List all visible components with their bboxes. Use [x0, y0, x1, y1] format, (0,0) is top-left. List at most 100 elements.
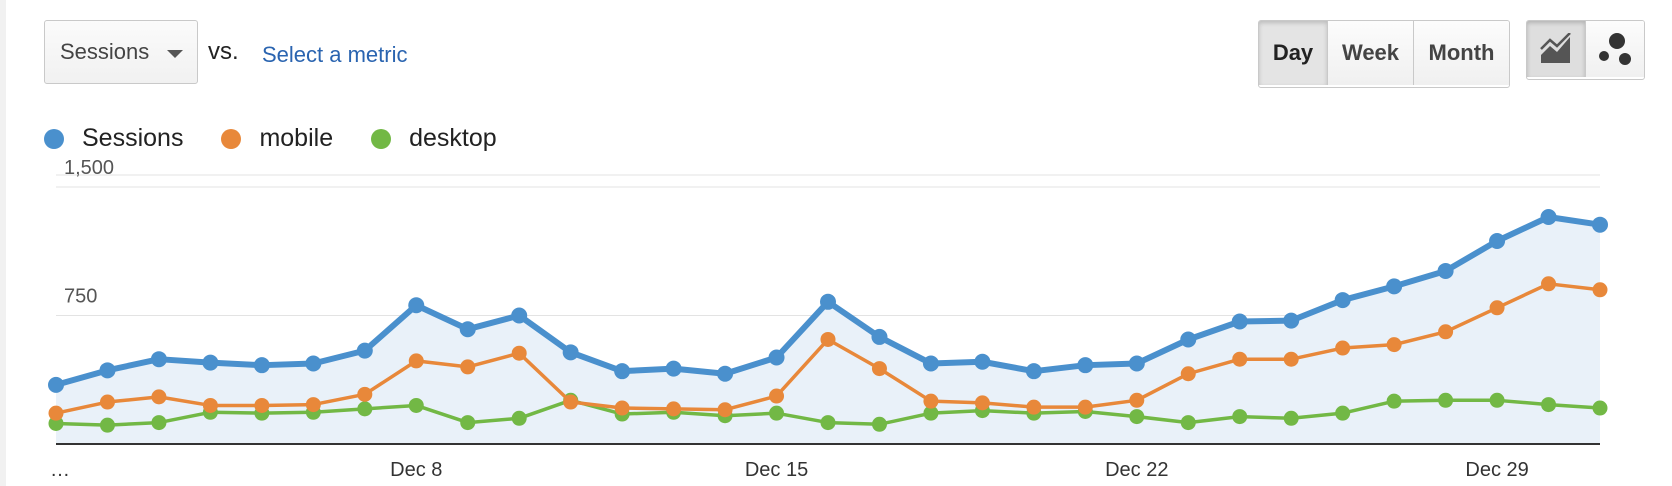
data-point-desktop	[820, 415, 836, 431]
data-point-mobile	[1386, 337, 1402, 353]
data-point-sessions	[408, 297, 425, 314]
data-point-sessions	[48, 376, 64, 393]
data-point-sessions	[1334, 292, 1351, 309]
data-point-mobile	[202, 397, 218, 413]
x-tick-label: …	[50, 459, 70, 481]
chart-view-toggle-group	[1526, 20, 1645, 80]
data-point-sessions	[1283, 312, 1300, 329]
chevron-down-icon	[167, 50, 183, 58]
data-point-sessions	[1231, 313, 1248, 330]
panel-left-border	[0, 0, 6, 486]
legend-mobile-dot	[221, 128, 242, 149]
data-point-desktop	[511, 410, 527, 426]
data-point-sessions	[305, 355, 322, 372]
data-point-sessions	[614, 363, 631, 380]
data-point-sessions	[871, 328, 888, 345]
data-point-sessions	[1489, 232, 1506, 249]
data-point-mobile	[871, 361, 887, 377]
data-point-sessions	[665, 360, 682, 377]
data-point-sessions	[1540, 208, 1557, 225]
data-point-mobile	[563, 394, 579, 410]
data-point-desktop	[1335, 405, 1351, 421]
data-point-mobile	[769, 388, 785, 404]
data-point-desktop	[357, 401, 373, 417]
vs-label: vs.	[208, 38, 239, 65]
data-point-mobile	[923, 393, 939, 409]
data-point-sessions	[1128, 355, 1145, 372]
select-metric-link[interactable]: Select a metric	[262, 42, 408, 67]
data-point-sessions	[511, 307, 528, 324]
data-point-sessions	[1437, 262, 1454, 279]
data-point-desktop	[923, 405, 939, 421]
data-point-mobile	[666, 401, 682, 417]
data-point-mobile	[1232, 351, 1248, 367]
data-point-mobile	[511, 345, 527, 361]
data-point-mobile	[1180, 366, 1196, 382]
data-point-mobile	[614, 400, 630, 416]
data-point-desktop	[1129, 409, 1145, 425]
data-point-sessions	[356, 342, 373, 359]
data-point-desktop	[1592, 400, 1608, 416]
data-point-sessions	[253, 357, 270, 374]
data-point-sessions	[768, 349, 785, 366]
x-tick-label: Dec 15	[745, 459, 808, 481]
legend-item-sessions[interactable]: Sessions	[44, 124, 183, 153]
line-chart-view-button[interactable]	[1527, 21, 1585, 77]
data-point-desktop	[460, 415, 476, 431]
data-point-mobile	[357, 386, 373, 402]
data-point-desktop	[408, 397, 424, 413]
data-point-sessions	[1386, 278, 1403, 295]
y-tick-label: 750	[64, 286, 97, 308]
day-button[interactable]: Day	[1259, 21, 1327, 85]
data-point-mobile	[1335, 340, 1351, 356]
data-point-desktop	[48, 415, 64, 431]
data-point-sessions	[202, 354, 219, 371]
data-point-mobile	[1129, 392, 1145, 408]
data-point-mobile	[1077, 399, 1093, 415]
legend-mobile-label: mobile	[259, 124, 334, 152]
data-point-sessions	[459, 321, 476, 338]
data-point-mobile	[974, 395, 990, 411]
x-tick-label: Dec 22	[1105, 459, 1168, 481]
x-tick-label: Dec 8	[390, 459, 442, 481]
y-tick-label: 1,500	[64, 157, 114, 179]
data-point-desktop	[871, 416, 887, 432]
data-point-mobile	[1541, 276, 1557, 292]
data-point-sessions	[820, 293, 836, 310]
data-point-sessions	[974, 353, 991, 370]
data-point-mobile	[1438, 324, 1454, 340]
period-toggle-group: Day Week Month	[1258, 20, 1510, 88]
primary-metric-select[interactable]: Sessions	[44, 20, 198, 84]
data-point-sessions	[99, 362, 116, 379]
month-button[interactable]: Month	[1413, 21, 1509, 85]
data-point-sessions	[1180, 331, 1197, 348]
data-point-mobile	[408, 353, 424, 369]
data-point-desktop	[151, 415, 167, 431]
legend-item-mobile[interactable]: mobile	[221, 124, 333, 153]
data-point-mobile	[48, 405, 64, 421]
data-point-desktop	[1386, 393, 1402, 409]
data-point-sessions	[1077, 357, 1094, 374]
data-point-sessions	[150, 351, 167, 368]
data-point-sessions	[717, 365, 734, 382]
motion-chart-icon	[1599, 33, 1631, 65]
series-area-sessions	[56, 216, 1600, 444]
data-point-mobile	[1283, 351, 1299, 367]
legend-item-desktop[interactable]: desktop	[371, 124, 497, 153]
data-point-mobile	[254, 397, 270, 413]
chart-legend: Sessions mobile desktop	[44, 124, 535, 153]
data-point-mobile	[1592, 282, 1608, 298]
day-button-label: Day	[1272, 40, 1314, 65]
data-point-sessions	[562, 344, 579, 361]
data-point-mobile	[460, 359, 476, 375]
data-point-mobile	[717, 402, 733, 418]
month-button-label: Month	[1428, 40, 1495, 65]
motion-chart-view-button[interactable]	[1585, 21, 1644, 77]
legend-sessions-label: Sessions	[82, 124, 184, 152]
week-button[interactable]: Week	[1327, 21, 1413, 85]
data-point-mobile	[1489, 300, 1505, 316]
data-point-sessions	[1592, 216, 1608, 233]
x-tick-label: Dec 29	[1465, 459, 1528, 481]
data-point-mobile	[1026, 399, 1042, 415]
